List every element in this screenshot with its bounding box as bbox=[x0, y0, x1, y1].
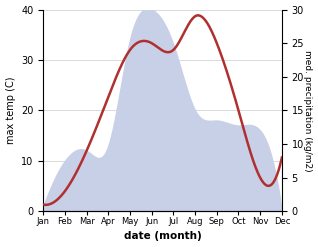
Y-axis label: max temp (C): max temp (C) bbox=[5, 77, 16, 144]
Y-axis label: med. precipitation (kg/m2): med. precipitation (kg/m2) bbox=[303, 50, 313, 171]
X-axis label: date (month): date (month) bbox=[124, 231, 201, 242]
